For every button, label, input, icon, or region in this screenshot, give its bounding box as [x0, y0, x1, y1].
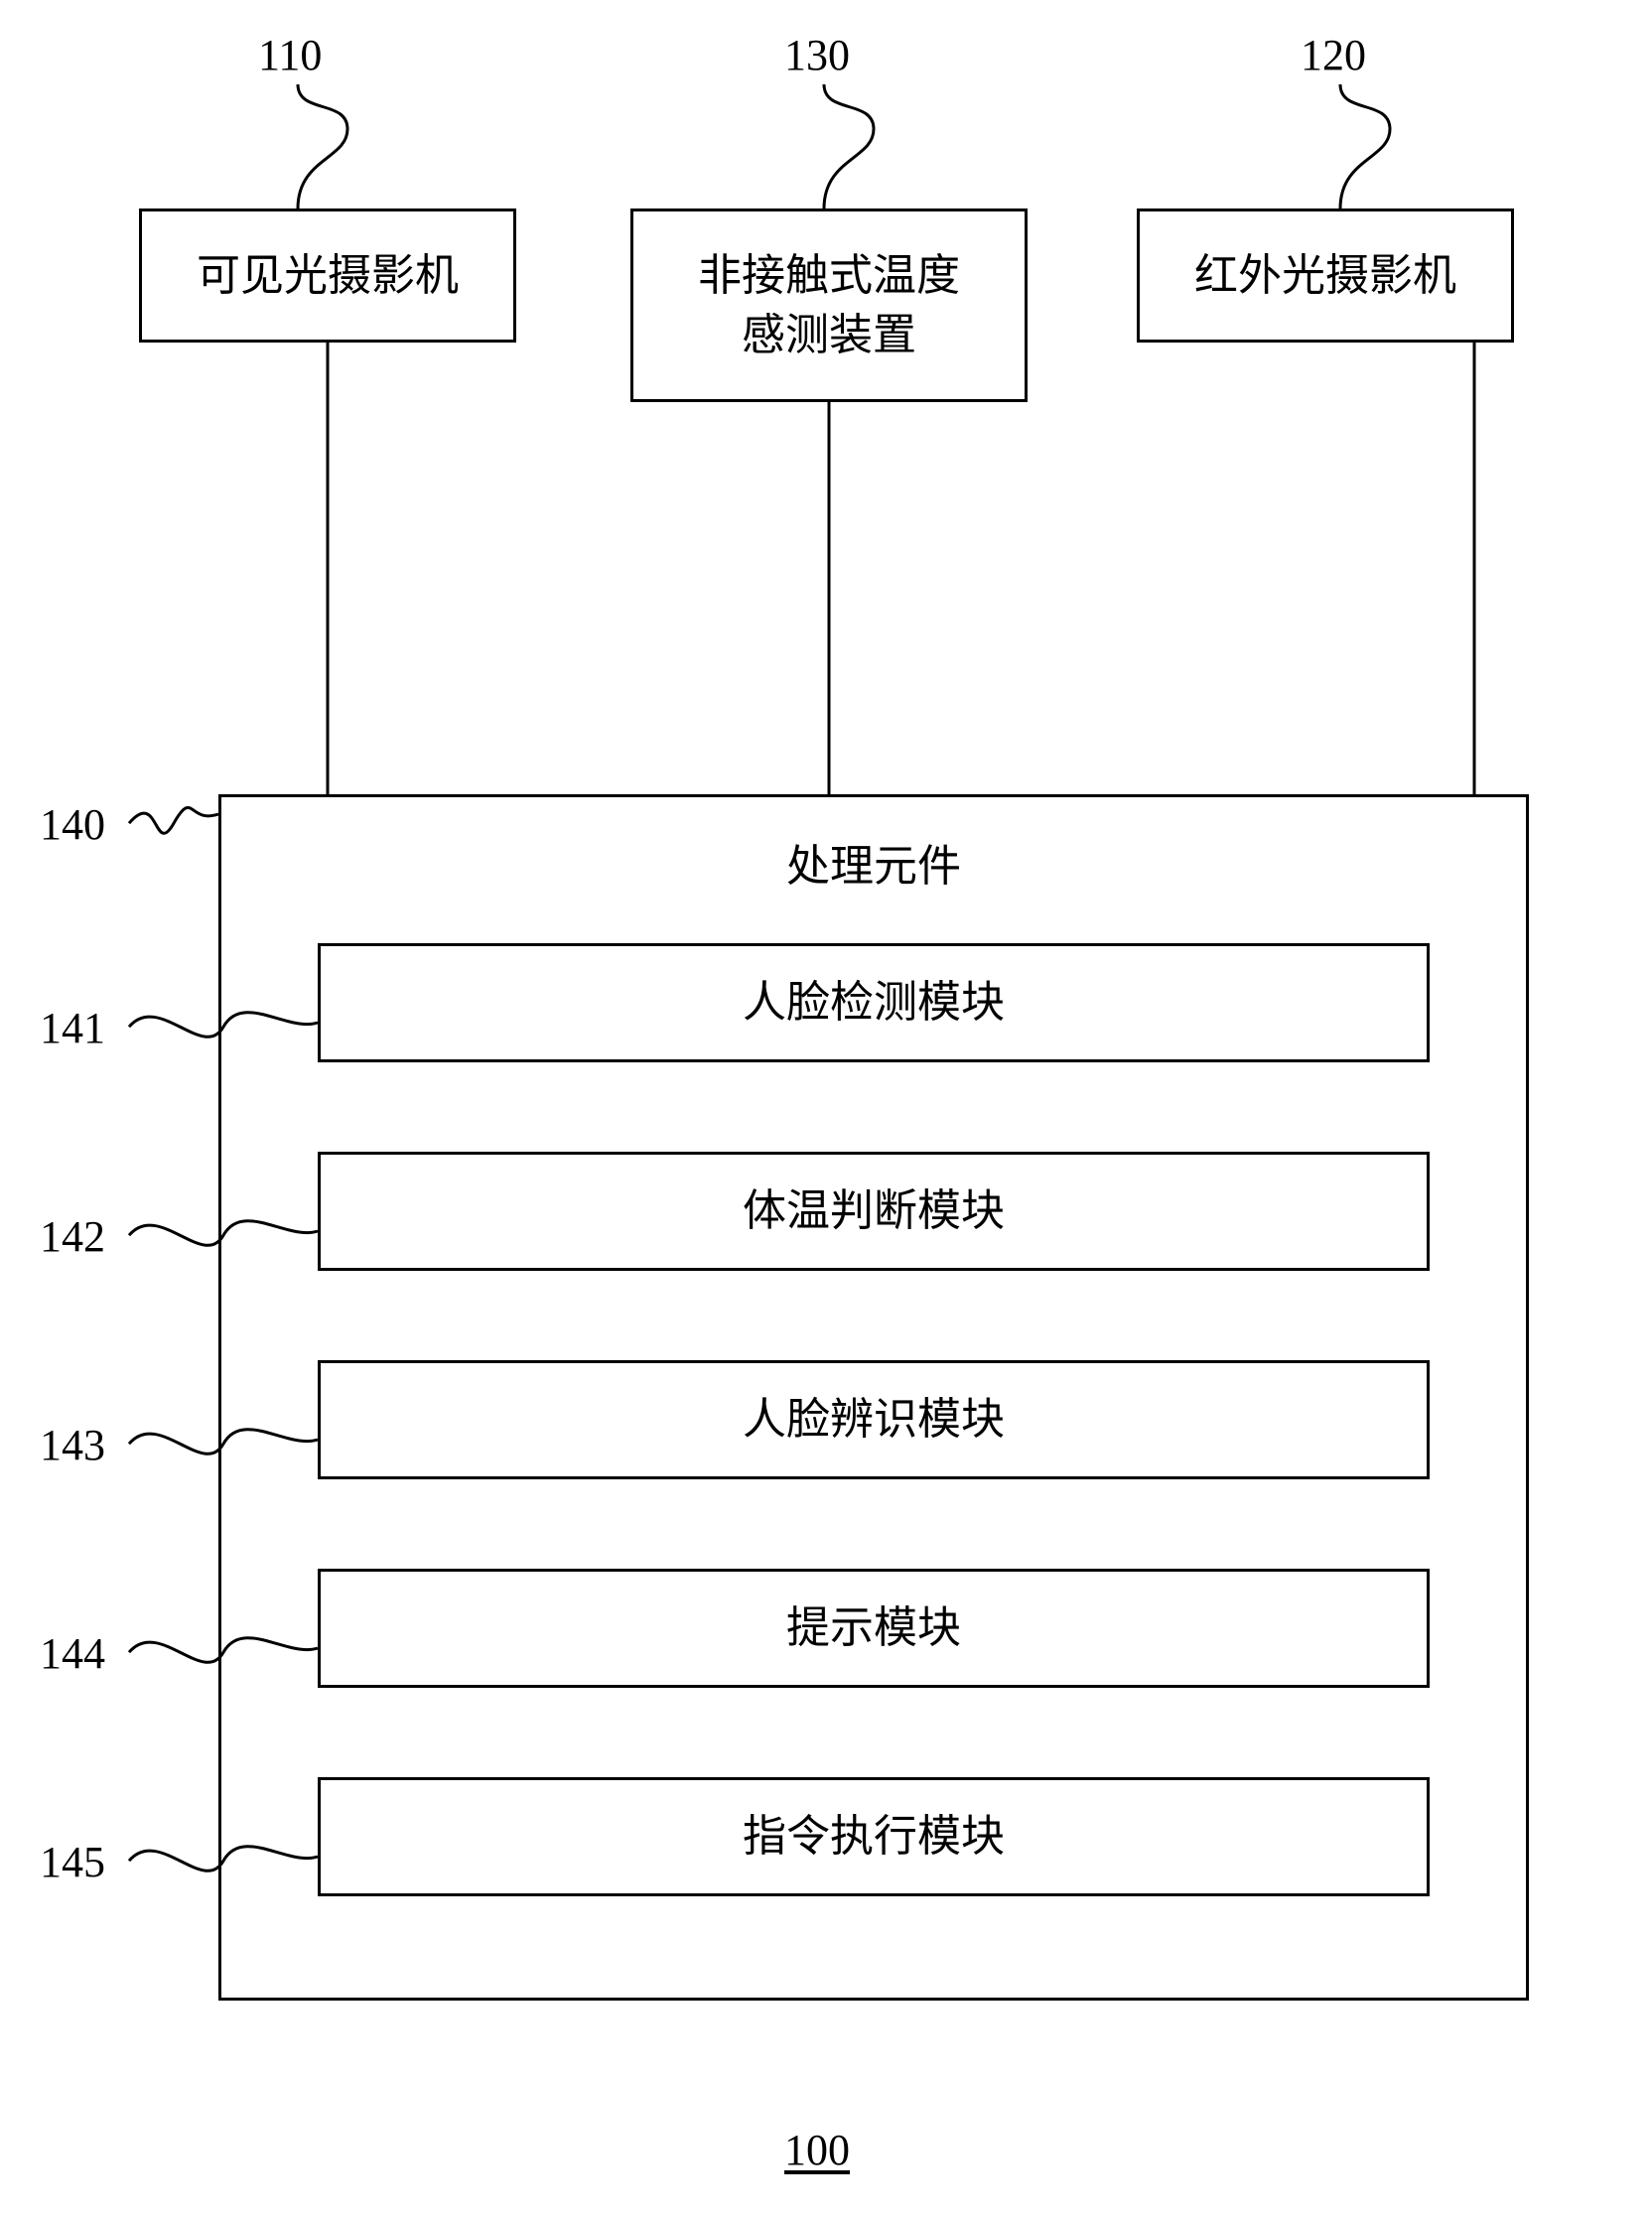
box-face-recognition-module: 人脸辨识模块	[318, 1360, 1430, 1479]
processing-element-title: 处理元件	[786, 837, 961, 896]
ref-label-140: 140	[40, 799, 105, 850]
diagram-canvas: 110 130 120 可见光摄影机 非接触式温度 感测装置 红外光摄影机 处理…	[0, 0, 1652, 2219]
box-noncontact-temp-sensor: 非接触式温度 感测装置	[630, 208, 1028, 402]
box-text: 可见光摄影机	[197, 246, 459, 305]
figure-number: 100	[784, 2125, 850, 2175]
ref-label-141: 141	[40, 1003, 105, 1053]
figure-number-text: 100	[784, 2126, 850, 2174]
box-infrared-camera: 红外光摄影机	[1137, 208, 1514, 343]
ref-label-110: 110	[258, 30, 322, 80]
ref-label-text: 130	[784, 31, 850, 79]
ref-label-text: 145	[40, 1838, 105, 1886]
box-prompt-module: 提示模块	[318, 1569, 1430, 1688]
ref-label-text: 141	[40, 1004, 105, 1052]
box-text: 人脸辨识模块	[743, 1390, 1005, 1449]
ref-label-130: 130	[784, 30, 850, 80]
box-command-exec-module: 指令执行模块	[318, 1777, 1430, 1896]
ref-label-text: 120	[1301, 31, 1366, 79]
ref-label-text: 142	[40, 1212, 105, 1261]
box-text: 指令执行模块	[743, 1807, 1005, 1866]
box-temperature-judge-module: 体温判断模块	[318, 1152, 1430, 1271]
box-text: 非接触式温度 感测装置	[698, 246, 960, 364]
box-text: 人脸检测模块	[743, 973, 1005, 1032]
ref-label-143: 143	[40, 1420, 105, 1470]
box-text: 提示模块	[786, 1598, 961, 1657]
ref-label-text: 144	[40, 1629, 105, 1678]
ref-label-text: 143	[40, 1421, 105, 1469]
box-face-detection-module: 人脸检测模块	[318, 943, 1430, 1062]
ref-label-144: 144	[40, 1628, 105, 1679]
ref-label-145: 145	[40, 1837, 105, 1887]
box-text: 体温判断模块	[743, 1181, 1005, 1240]
box-visible-light-camera: 可见光摄影机	[139, 208, 516, 343]
ref-label-text: 140	[40, 800, 105, 849]
ref-label-120: 120	[1301, 30, 1366, 80]
ref-label-text: 110	[258, 31, 322, 79]
ref-label-142: 142	[40, 1211, 105, 1262]
box-text: 红外光摄影机	[1194, 246, 1456, 305]
